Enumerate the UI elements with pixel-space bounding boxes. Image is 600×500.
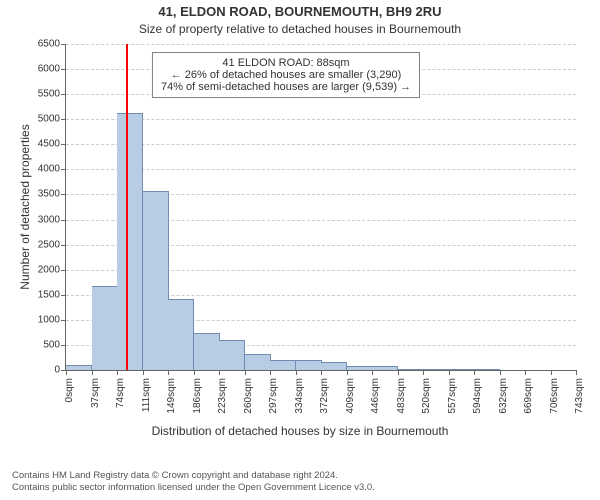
x-axis-title: Distribution of detached houses by size … (0, 424, 600, 438)
x-tick-label: 334sqm (294, 378, 305, 414)
x-tick-label: 372sqm (319, 378, 330, 414)
x-tick-label: 483sqm (396, 378, 407, 414)
y-tick-label: 2000 (38, 264, 66, 275)
histogram-bar (296, 360, 322, 370)
footer-line2: Contains public sector information licen… (12, 482, 375, 494)
x-tick (168, 370, 169, 375)
x-tick (500, 370, 501, 375)
y-tick-label: 6000 (38, 64, 66, 75)
x-tick-label: 669sqm (523, 378, 534, 414)
x-tick-label: 111sqm (141, 378, 152, 412)
x-tick-label: 74sqm (115, 378, 126, 408)
y-axis-title: Number of detached properties (18, 44, 32, 370)
footer-line1: Contains HM Land Registry data © Crown c… (12, 470, 375, 482)
y-tick-label: 1500 (38, 289, 66, 300)
x-tick-label: 260sqm (243, 378, 254, 414)
x-tick-label: 743sqm (574, 378, 585, 414)
histogram-bar (347, 366, 373, 371)
x-tick-label: 446sqm (370, 378, 381, 414)
x-tick-label: 37sqm (90, 378, 101, 408)
histogram-bar (117, 113, 143, 370)
x-tick (194, 370, 195, 375)
footer: Contains HM Land Registry data © Crown c… (12, 470, 375, 494)
histogram-bar (194, 333, 220, 370)
chart-subtitle: Size of property relative to detached ho… (0, 22, 600, 36)
x-tick (551, 370, 552, 375)
histogram-bar (143, 191, 169, 370)
histogram-bar (92, 286, 118, 370)
x-tick (270, 370, 271, 375)
histogram-bar (168, 299, 194, 370)
x-tick (92, 370, 93, 375)
histogram-bar (321, 362, 347, 370)
x-tick-label: 223sqm (217, 378, 228, 414)
gridline (66, 44, 576, 45)
x-tick (321, 370, 322, 375)
x-tick (372, 370, 373, 375)
x-tick-label: 297sqm (268, 378, 279, 414)
x-tick (347, 370, 348, 375)
x-tick-label: 557sqm (447, 378, 458, 414)
histogram-bar (398, 369, 424, 371)
x-tick (449, 370, 450, 375)
histogram-bar (245, 354, 271, 370)
x-tick-label: 409sqm (345, 378, 356, 414)
y-tick-label: 3000 (38, 214, 66, 225)
y-tick-label: 500 (43, 339, 66, 350)
x-tick (474, 370, 475, 375)
x-tick-label: 186sqm (192, 378, 203, 414)
y-tick-label: 6500 (38, 39, 66, 50)
x-tick (117, 370, 118, 375)
x-tick (296, 370, 297, 375)
y-tick-label: 0 (54, 365, 66, 376)
x-tick-label: 706sqm (549, 378, 560, 414)
x-tick-label: 632sqm (498, 378, 509, 414)
x-tick (66, 370, 67, 375)
x-tick (525, 370, 526, 375)
histogram-bar (372, 366, 398, 370)
y-tick-label: 5000 (38, 114, 66, 125)
plot-area: 0500100015002000250030003500400045005000… (65, 44, 576, 371)
histogram-bar (219, 340, 245, 370)
y-tick-label: 3500 (38, 189, 66, 200)
x-tick-label: 594sqm (472, 378, 483, 414)
x-tick (219, 370, 220, 375)
annotation-line2: ← 26% of detached houses are smaller (3,… (161, 69, 411, 81)
histogram-bar (449, 369, 475, 370)
histogram-bar (423, 369, 449, 370)
y-tick-label: 4500 (38, 139, 66, 150)
chart-container: { "title": "41, ELDON ROAD, BOURNEMOUTH,… (0, 0, 600, 500)
y-tick-label: 4000 (38, 164, 66, 175)
histogram-bar (66, 365, 92, 370)
x-tick (576, 370, 577, 375)
annotation-line3: 74% of semi-detached houses are larger (… (161, 81, 411, 93)
y-tick-label: 5500 (38, 89, 66, 100)
x-tick-label: 520sqm (421, 378, 432, 414)
x-tick (423, 370, 424, 375)
chart-title: 41, ELDON ROAD, BOURNEMOUTH, BH9 2RU (0, 4, 600, 19)
y-tick-label: 1000 (38, 314, 66, 325)
histogram-bar (270, 360, 296, 370)
annotation-box: 41 ELDON ROAD: 88sqm ← 26% of detached h… (152, 52, 420, 98)
x-tick-label: 149sqm (166, 378, 177, 414)
x-tick (143, 370, 144, 375)
x-tick-label: 0sqm (64, 378, 75, 402)
marker-line (126, 44, 128, 370)
annotation-line1: 41 ELDON ROAD: 88sqm (161, 57, 411, 69)
x-tick (398, 370, 399, 375)
y-tick-label: 2500 (38, 239, 66, 250)
histogram-bar (474, 369, 500, 370)
x-tick (245, 370, 246, 375)
